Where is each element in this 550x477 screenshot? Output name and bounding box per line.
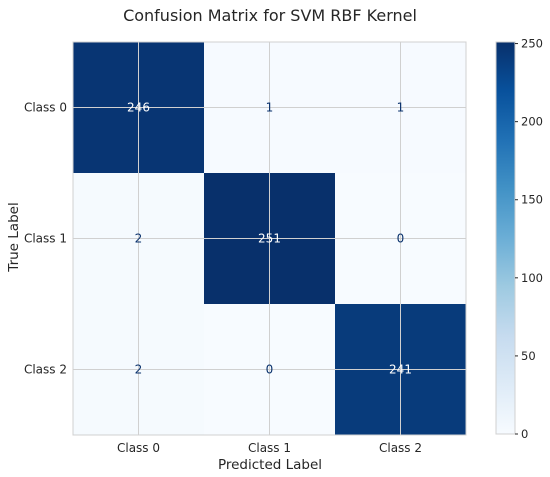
x-tick-label: Class 0 [117,441,160,455]
colorbar-gradient [495,41,516,435]
colorbar-tick-label: 100 [521,271,543,285]
colorbar: 0 50 100 150 200 250 [495,37,543,441]
cell-value-label: 0 [397,232,405,246]
x-tick-label: Class 2 [379,441,422,455]
cell-value-label: 251 [258,232,281,246]
cell-value-label: 2 [135,232,143,246]
cell-value-label: 0 [266,363,274,377]
cell-value-label: 1 [397,101,405,115]
y-axis-label: True Label [6,202,22,272]
cell-value-labels: 246 1 1 2 251 0 2 0 241 [127,101,412,377]
y-tick-label: Class 1 [24,232,67,246]
x-tick-labels: Class 0 Class 1 Class 2 [117,441,422,455]
colorbar-tick-label: 250 [521,37,543,51]
x-tick-label: Class 1 [248,441,291,455]
colorbar-tick-label: 200 [521,115,543,129]
colorbar-tick-label: 50 [521,349,536,363]
y-tick-label: Class 2 [24,363,67,377]
cell-value-label: 241 [389,363,412,377]
x-axis-label: Predicted Label [218,457,322,473]
cell-value-label: 246 [127,101,150,115]
plot-frame [72,41,467,436]
y-tick-labels: Class 0 Class 1 Class 2 [24,101,67,377]
cell-value-label: 2 [135,363,143,377]
colorbar-tick-label: 150 [521,193,543,207]
y-tick-label: Class 0 [24,101,67,115]
colorbar-tick-label: 0 [521,427,528,441]
grid-lines [72,41,467,436]
cell-value-label: 1 [266,101,274,115]
chart-title: Confusion Matrix for SVM RBF Kernel [123,6,417,25]
